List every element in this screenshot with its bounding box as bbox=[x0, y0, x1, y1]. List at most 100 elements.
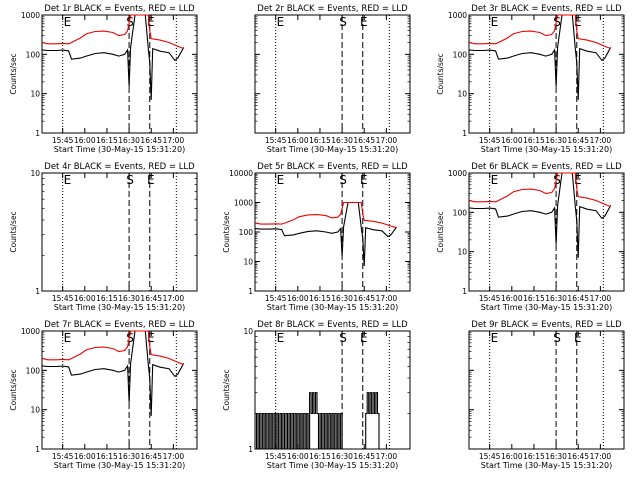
panel-title: Det 3r BLACK = Events, RED = LLD bbox=[471, 4, 622, 14]
x-axis-label: Start Time (30-May-15 15:31:20) bbox=[267, 303, 398, 312]
series-lld-line bbox=[41, 14, 184, 50]
x-axis-label: Start Time (30-May-15 15:31:20) bbox=[267, 145, 398, 154]
x-tick-label: 16:45 bbox=[353, 452, 375, 461]
x-tick-label: 16:00 bbox=[287, 294, 309, 303]
y-tick-label: 1000 bbox=[234, 199, 253, 208]
y-axis-label: Counts/sec bbox=[436, 53, 445, 94]
plot-frame bbox=[254, 330, 411, 450]
time-marker-label: E bbox=[147, 331, 155, 345]
x-tick-label: 15:45 bbox=[479, 136, 501, 145]
plot-frame bbox=[468, 14, 625, 134]
y-tick-label: 10 bbox=[30, 90, 40, 99]
time-marker-label: E bbox=[277, 15, 285, 29]
panel-title: Det 7r BLACK = Events, RED = LLD bbox=[44, 320, 195, 330]
x-tick-label: 16:45 bbox=[567, 136, 589, 145]
x-tick-label: 16:45 bbox=[353, 294, 375, 303]
x-tick-label: 16:45 bbox=[140, 294, 162, 303]
x-tick-label: 17:00 bbox=[163, 136, 185, 145]
y-tick-label: 1 bbox=[462, 287, 467, 296]
panel-title: Det 1r BLACK = Events, RED = LLD bbox=[44, 4, 195, 14]
x-tick-label: 16:30 bbox=[331, 294, 353, 303]
y-tick-label: 1 bbox=[35, 129, 40, 138]
x-tick-label: 16:30 bbox=[118, 136, 140, 145]
x-tick-label: 16:30 bbox=[545, 136, 567, 145]
y-tick-label: 10 bbox=[457, 90, 467, 99]
plot-frame bbox=[41, 172, 198, 292]
x-tick-label: 16:00 bbox=[501, 294, 523, 303]
x-tick-label: 16:15 bbox=[96, 136, 118, 145]
y-tick-label: 1 bbox=[248, 445, 253, 454]
time-marker-label: E bbox=[574, 173, 582, 187]
time-marker-label: E bbox=[574, 15, 582, 29]
y-tick-label: 10000 bbox=[229, 169, 253, 178]
time-marker-label: S bbox=[553, 173, 561, 187]
x-axis-label: Start Time (30-May-15 15:31:20) bbox=[267, 461, 398, 470]
x-axis-label: Start Time (30-May-15 15:31:20) bbox=[481, 303, 612, 312]
detector-panel-4: Det 4r BLACK = Events, RED = LLD 1 10 Count… bbox=[9, 162, 198, 312]
x-tick-label: 16:00 bbox=[287, 452, 309, 461]
x-tick-label: 16:15 bbox=[523, 136, 545, 145]
y-tick-label: 10 bbox=[457, 248, 467, 257]
y-tick-label: 10 bbox=[30, 406, 40, 415]
x-tick-label: 16:15 bbox=[523, 294, 545, 303]
panel-title: Det 9r BLACK = Events, RED = LLD bbox=[471, 320, 622, 330]
time-marker-label: E bbox=[64, 331, 72, 345]
x-tick-label: 17:00 bbox=[163, 452, 185, 461]
y-tick-label: 100 bbox=[453, 50, 468, 59]
panel-title: Det 4r BLACK = Events, RED = LLD bbox=[44, 162, 195, 172]
x-tick-label: 16:30 bbox=[331, 136, 353, 145]
time-marker-label: S bbox=[339, 331, 347, 345]
x-tick-label: 16:30 bbox=[545, 452, 567, 461]
detector-panel-7: Det 7r BLACK = Events, RED = LLD 1 10 100 10… bbox=[9, 320, 198, 470]
y-tick-label: 1 bbox=[462, 129, 467, 138]
x-tick-label: 16:30 bbox=[331, 452, 353, 461]
x-tick-label: 17:00 bbox=[376, 136, 398, 145]
detector-panel-8: Det 8r BLACK = Events, RED = LLD 1 10 Count… bbox=[222, 320, 411, 470]
x-tick-label: 16:15 bbox=[96, 294, 118, 303]
y-axis-label: Counts/sec bbox=[9, 53, 18, 94]
detector-panel-1: Det 1r BLACK = Events, RED = LLD 1 10 100 10… bbox=[9, 4, 198, 154]
x-axis-label: Start Time (30-May-15 15:31:20) bbox=[54, 303, 185, 312]
y-tick-label: 1000 bbox=[448, 11, 467, 20]
series-events-line bbox=[254, 201, 398, 267]
panel-title: Det 5r BLACK = Events, RED = LLD bbox=[257, 162, 408, 172]
series-events-line bbox=[468, 172, 612, 258]
x-tick-label: 17:00 bbox=[590, 294, 612, 303]
time-marker-label: E bbox=[360, 173, 368, 187]
x-tick-label: 16:45 bbox=[567, 452, 589, 461]
x-tick-label: 17:00 bbox=[590, 452, 612, 461]
time-marker-label: S bbox=[553, 331, 561, 345]
x-axis-label: Start Time (30-May-15 15:31:20) bbox=[481, 145, 612, 154]
time-marker-label: S bbox=[126, 331, 134, 345]
x-tick-label: 17:00 bbox=[590, 136, 612, 145]
plot-frame bbox=[468, 330, 625, 450]
panel-title: Det 6r BLACK = Events, RED = LLD bbox=[471, 162, 622, 172]
time-marker-label: E bbox=[147, 173, 155, 187]
detector-panel-5: Det 5r BLACK = Events, RED = LLD 1 10 100 10… bbox=[222, 162, 411, 312]
x-tick-label: 16:30 bbox=[545, 294, 567, 303]
time-marker-label: E bbox=[574, 331, 582, 345]
x-tick-label: 16:00 bbox=[74, 136, 96, 145]
x-tick-label: 15:45 bbox=[265, 452, 287, 461]
x-tick-label: 17:00 bbox=[163, 294, 185, 303]
y-axis-label: Counts/sec bbox=[222, 211, 231, 252]
y-axis-label: Counts/sec bbox=[9, 211, 18, 252]
detector-panel-6: Det 6r BLACK = Events, RED = LLD 1 10 100 10… bbox=[436, 162, 625, 312]
time-marker-label: E bbox=[277, 331, 285, 345]
x-tick-label: 16:45 bbox=[567, 294, 589, 303]
time-marker-label: S bbox=[553, 15, 561, 29]
time-marker-label: E bbox=[360, 15, 368, 29]
y-tick-label: 1 bbox=[35, 287, 40, 296]
y-tick-label: 1000 bbox=[21, 11, 40, 20]
y-tick-label: 10 bbox=[243, 327, 253, 336]
x-tick-label: 15:45 bbox=[52, 294, 74, 303]
time-marker-label: E bbox=[491, 15, 499, 29]
y-tick-label: 10 bbox=[243, 258, 253, 267]
x-tick-label: 16:30 bbox=[118, 294, 140, 303]
time-marker-label: E bbox=[277, 173, 285, 187]
x-tick-label: 15:45 bbox=[479, 294, 501, 303]
x-tick-label: 16:00 bbox=[501, 136, 523, 145]
time-marker-label: E bbox=[491, 331, 499, 345]
